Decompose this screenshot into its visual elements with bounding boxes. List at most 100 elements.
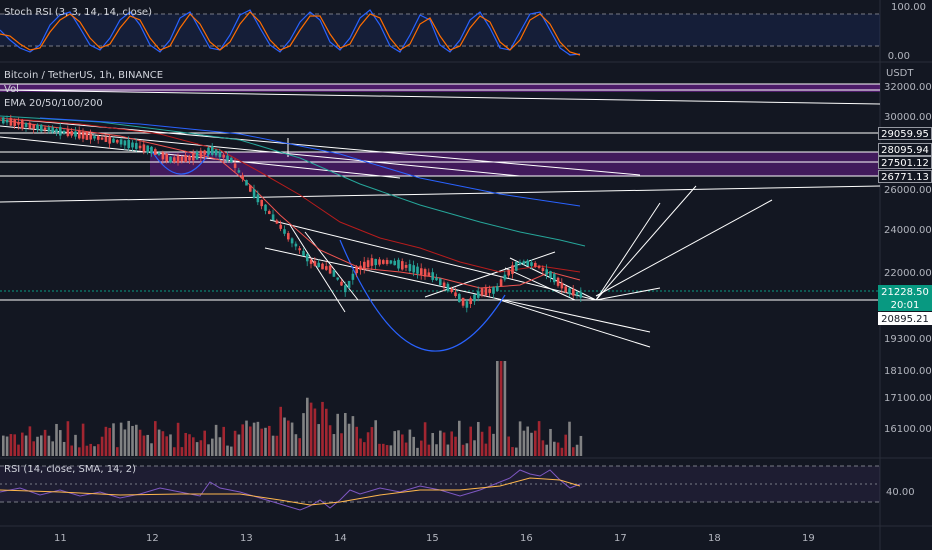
candle-body [241,175,244,179]
volume-bar [412,436,415,456]
time-tick: 19 [802,533,815,544]
candle-body [9,118,13,126]
candlesticks [2,114,583,313]
candle-body [515,261,518,271]
candle-body [51,127,54,133]
candle-body [488,288,491,293]
volume-bar [336,413,339,456]
volume-bar [211,438,214,456]
candle-body [503,274,507,280]
candle-body [74,131,77,137]
candle-body [575,292,579,296]
candle-body [359,265,362,270]
resistance-zone-top [0,84,880,92]
volume-bar [439,430,442,456]
volume-bar [401,434,404,456]
price-tag-level: 27501.12 [878,156,932,169]
volume-bar [43,429,47,456]
volume-bar [146,434,149,456]
volume-bar [55,423,58,456]
volume-bar [62,441,66,456]
volume-bar [138,429,142,456]
volume-bar [199,440,203,456]
price-tick: 19300.00 [884,334,932,345]
volume-bar [465,443,469,456]
candle-body [408,264,412,272]
candle-body [104,136,108,142]
volume-bar [397,430,400,456]
volume-bar [135,424,138,456]
candle-body [435,277,438,281]
candle-body [157,152,161,156]
stoch-band [0,14,880,46]
price-tick: 30000.00 [884,112,932,123]
volume-bar [233,430,237,456]
volume-bar [427,444,431,456]
candle-body [507,270,510,276]
candle-body [85,132,89,140]
candle-body [336,277,339,280]
candle-body [549,271,552,278]
candle-body [81,131,85,139]
candle-body [465,301,469,308]
candle-body [393,260,396,266]
price-tick: 32000.00 [884,82,932,93]
volume-bar [363,442,366,456]
volume-bar [13,434,16,456]
volume-bar [309,402,313,456]
candle-body [553,273,556,283]
candle-body [522,261,526,264]
candle-body [325,266,328,270]
volume-bar [264,427,267,456]
volume-bar [245,420,248,456]
volume-bar [378,443,381,456]
volume-bar [119,422,123,456]
candle-body [442,282,446,287]
volume-bar [203,430,206,456]
volume-bar [347,423,351,456]
volume-bar [313,408,317,456]
volume-bar [522,430,526,456]
candle-body [484,287,488,296]
candle-body [260,199,263,207]
candle-body [579,292,583,298]
volume-bar [496,361,499,456]
rsi-label[interactable]: RSI (14, close, SMA, 14, 2) [4,464,137,475]
volume-bar [306,397,309,456]
volume-bars [2,361,583,456]
volume-bar [230,446,233,456]
candle-body [97,136,100,140]
candle-body [28,122,32,129]
volume-bar [317,424,320,456]
ema-label[interactable]: EMA 20/50/100/200 [4,98,103,109]
ema-50-line [0,117,581,273]
candle-body [5,119,9,123]
volume-bar [36,436,39,456]
volume-bar [526,426,529,456]
vol-label[interactable]: Vol [4,84,19,95]
volume-bar [385,445,389,456]
volume-bar [480,431,484,456]
volume-bar [2,435,5,456]
candle-body [363,261,366,270]
volume-bar [104,426,108,456]
candle-body [439,278,442,286]
volume-bar [366,432,370,456]
candle-body [252,189,256,198]
candle-body [127,139,130,149]
volume-bar [328,425,332,456]
candle-body [237,170,241,173]
price-tag-level: 26771.13 [878,170,932,183]
volume-bar [579,435,583,456]
volume-bar [161,431,165,456]
trendline [0,185,881,203]
candle-body [351,273,355,280]
volume-bar [154,421,157,456]
volume-bar [477,421,480,456]
volume-bar [302,413,305,456]
symbol-title[interactable]: Bitcoin / TetherUS, 1h, BINANCE [4,70,164,81]
volume-bar [298,438,301,456]
volume-bar [340,433,343,456]
volume-bar [420,440,423,456]
